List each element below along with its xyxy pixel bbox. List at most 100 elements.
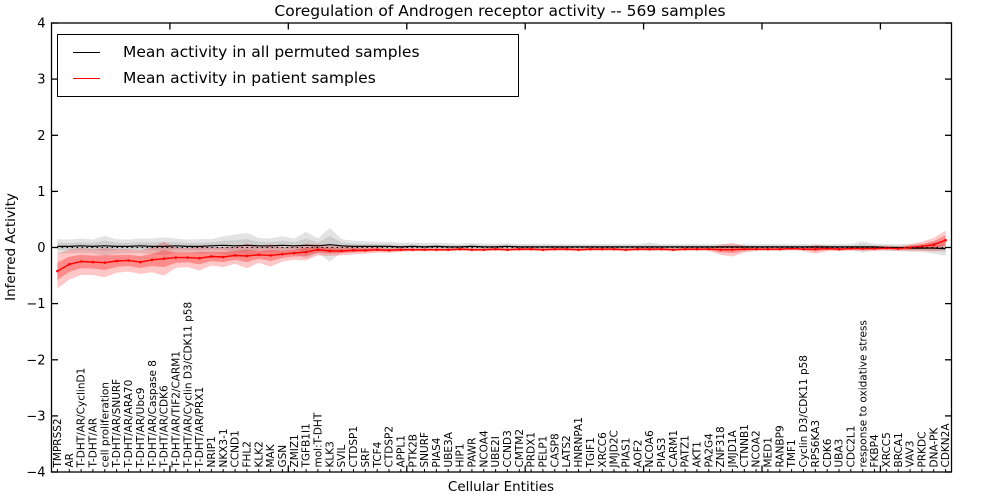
x-category-label: PIAS4: [431, 437, 443, 467]
patient-point-marker: [269, 254, 272, 257]
x-category-label: CTDSP1: [348, 426, 360, 468]
band-outer-permuted: [57, 227, 946, 262]
patient-point-marker: [873, 247, 876, 250]
patient-point-marker: [233, 254, 237, 257]
patient-point-marker: [778, 247, 782, 251]
x-category-label: T-DHT/AR/Caspase 8: [147, 360, 159, 468]
x-category-label: AOF2: [632, 440, 644, 468]
patient-point-marker: [766, 247, 770, 251]
patient-point-marker: [683, 247, 687, 251]
patient-point-marker: [198, 256, 201, 260]
x-category-label: JMJD2C: [609, 430, 621, 468]
x-category-label: JMJD1A: [727, 429, 739, 468]
band-outer-patient: [57, 230, 946, 289]
patient-point-marker: [517, 247, 521, 251]
patient-point-marker: [328, 249, 332, 253]
x-category-label: ZNF318: [715, 426, 727, 467]
patient-point-marker: [127, 259, 130, 262]
x-category-label: T-DHT/AR/CDK6: [159, 385, 171, 468]
patient-point-marker: [506, 248, 509, 252]
x-category-label: CTNNB1: [739, 424, 751, 467]
x-category-label: T-DHT/AR/SNURF: [111, 379, 123, 469]
patient-point-marker: [221, 255, 225, 259]
patient-point-marker: [529, 247, 533, 251]
x-category-label: XRCC5: [881, 432, 893, 467]
patient-point-marker: [364, 249, 367, 252]
x-category-label: SRF: [360, 447, 372, 467]
patient-point-marker: [565, 247, 568, 251]
x-category-label: CASP8: [549, 433, 561, 467]
patient-point-marker: [932, 243, 936, 246]
patient-point-marker: [671, 248, 675, 252]
x-category-label: CDKN2A: [940, 423, 952, 468]
patient-point-marker: [446, 248, 450, 252]
x-category-label: VAV3: [905, 441, 917, 468]
patient-point-marker: [482, 248, 486, 252]
patient-point-marker: [91, 260, 95, 264]
x-category-label: KLK2: [253, 441, 265, 467]
legend-box: Mean activity in all permuted samples Me…: [57, 34, 519, 97]
x-category-label: PA2G4: [703, 433, 715, 468]
x-category-label: PIAS3: [656, 438, 668, 468]
x-category-label: SVIL: [336, 445, 348, 468]
x-category-label: LATS2: [561, 435, 573, 467]
x-category-label: CCND1: [230, 430, 242, 467]
patient-point-marker: [115, 259, 118, 263]
x-category-label: MED1: [763, 437, 775, 467]
line-patient: [57, 239, 946, 272]
patient-point-marker: [375, 248, 379, 252]
patient-point-marker: [174, 256, 178, 259]
x-category-label: UBE2I: [490, 436, 502, 467]
x-category-label: CCND3: [502, 430, 514, 467]
x-category-label: mol:T-DHT: [313, 412, 325, 467]
x-category-label: BRCA1: [893, 432, 905, 467]
patient-point-marker: [636, 247, 639, 251]
x-category-label: PTK2B: [407, 434, 419, 468]
x-category-label: AR: [64, 453, 76, 467]
patient-point-marker: [719, 248, 722, 252]
patient-point-marker: [589, 247, 592, 251]
patient-point-marker: [387, 249, 391, 252]
patient-point-marker: [707, 247, 711, 251]
patient-point-marker: [553, 247, 557, 251]
patient-point-marker: [304, 250, 308, 254]
patient-point-marker: [257, 253, 261, 257]
x-category-label: HIP1: [455, 443, 467, 467]
patient-point-marker: [837, 247, 841, 251]
patient-point-marker: [494, 247, 497, 251]
patient-point-marker: [754, 247, 758, 251]
patient-point-marker: [162, 257, 166, 261]
x-category-label: response to oxidative stress: [857, 320, 869, 467]
x-category-label: T-DHT/AR: [88, 418, 100, 469]
x-category-label: PATZ1: [680, 435, 692, 467]
x-category-label: TMF1: [786, 439, 798, 468]
patient-point-marker: [292, 251, 296, 255]
x-category-label: MAK: [265, 443, 277, 467]
legend-label-permuted: Mean activity in all permuted samples: [123, 43, 420, 61]
patient-point-marker: [458, 247, 462, 251]
x-category-label: TGFB1I1: [301, 423, 313, 468]
patient-point-marker: [908, 246, 912, 249]
x-category-label: PELP1: [538, 436, 550, 468]
x-category-label: T-DHT/AR/ARA70: [123, 380, 135, 469]
patient-point-marker: [210, 255, 213, 258]
patient-point-marker: [411, 248, 414, 252]
patient-point-marker: [541, 248, 545, 252]
patient-point-marker: [186, 256, 189, 259]
x-category-label: T-DHT/AR/CyclinD1: [76, 368, 88, 469]
patient-point-marker: [648, 247, 651, 251]
y-tick-label: 0: [37, 241, 45, 256]
y-tick-label: 4: [37, 17, 45, 32]
x-category-label: NRIP1: [206, 436, 218, 467]
x-category-label: T-DHT/AR/TIF2/CARM1: [170, 351, 182, 469]
patient-point-marker: [731, 248, 734, 252]
patient-point-marker: [600, 247, 604, 251]
patient-point-marker: [67, 263, 71, 266]
permuted-line-sample: [73, 52, 100, 54]
x-category-label: cell proliferation: [99, 382, 111, 467]
x-category-label: UBA3: [834, 439, 846, 468]
x-category-label: NCOA2: [751, 430, 763, 467]
y-tick-label: −3: [26, 409, 45, 424]
patient-point-marker: [660, 247, 663, 251]
